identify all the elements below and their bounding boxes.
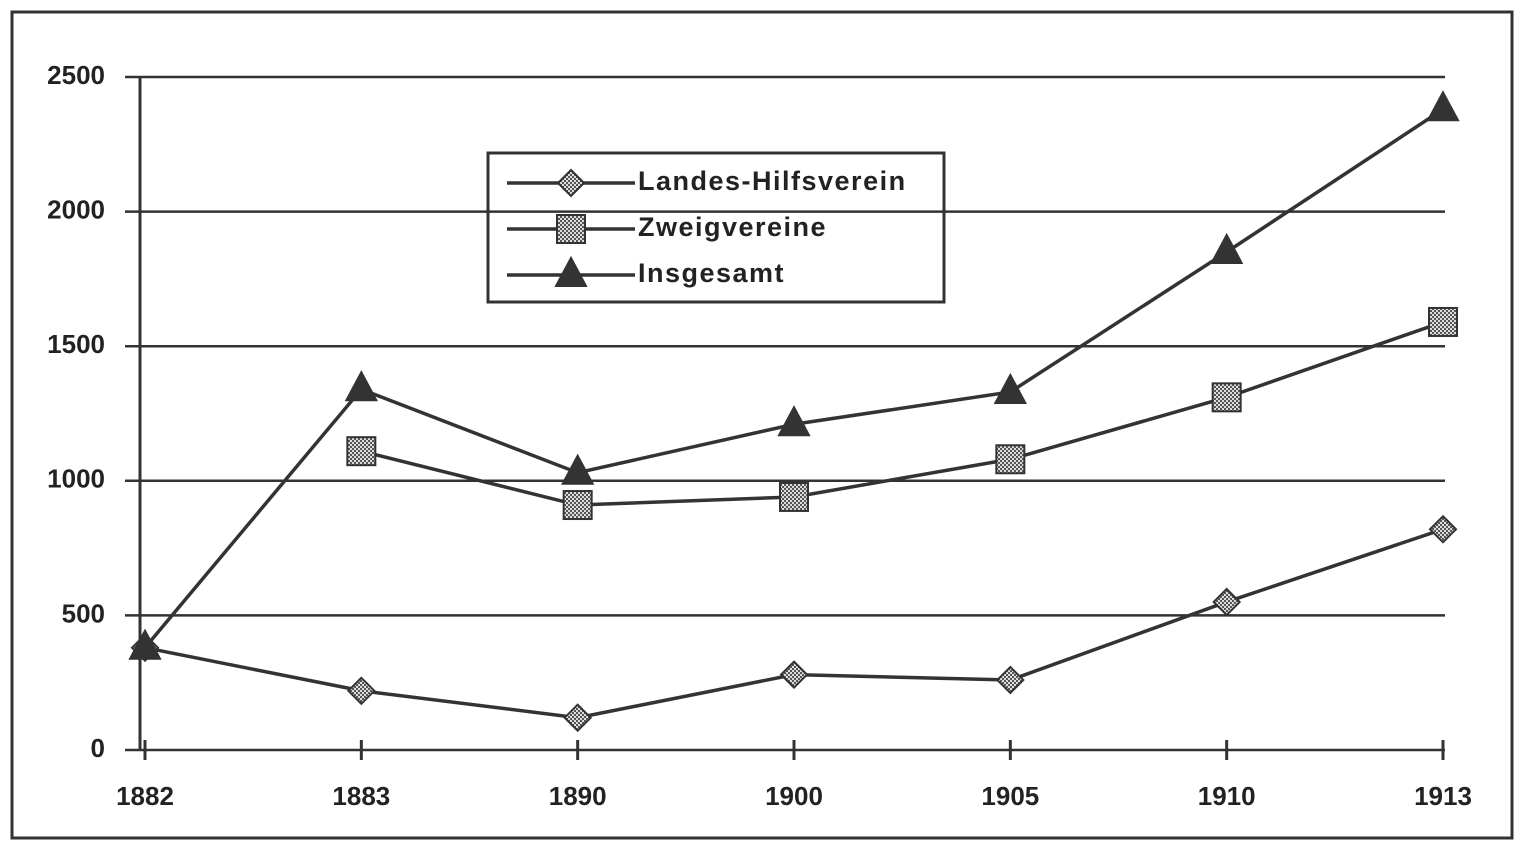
y-tick-label: 1500 [47,329,105,359]
marker [779,660,809,690]
legend-marker [556,214,586,244]
series-line [360,320,1444,507]
x-tick-label: 1910 [1198,781,1256,811]
marker [1209,232,1244,264]
y-tick-label: 0 [91,733,105,763]
x-tick-label: 1913 [1414,781,1472,811]
y-tick-label: 500 [62,598,105,628]
marker [563,703,593,733]
marker [562,490,593,521]
legend-marker [554,255,588,287]
y-tick-label: 2500 [47,60,105,90]
marker [993,372,1028,404]
marker [1428,514,1458,544]
marker [128,628,162,660]
marker [995,444,1026,475]
legend-label: Zweigvereine [638,212,827,242]
marker [1211,382,1242,413]
marker [777,405,811,437]
marker [1426,90,1460,122]
series-line [144,527,1444,720]
marker [344,370,379,402]
marker [1428,306,1458,337]
x-tick-label: 1883 [332,781,390,811]
legend-label: Landes-Hilfsverein [638,166,907,196]
marker [346,676,376,706]
x-tick-label: 1905 [981,781,1039,811]
frame [10,10,1514,840]
x-tick-label: 1882 [116,781,174,811]
y-tick-label: 1000 [47,464,105,494]
legend: Landes-Hilfsverein Zweigvereine Insgesamt [486,151,946,304]
marker [995,665,1025,695]
x-tick-label: 1890 [549,781,607,811]
legend-marker [556,168,586,198]
legend-label: Insgesamt [638,258,785,288]
marker [1212,587,1242,617]
marker [346,436,377,467]
y-tick-label: 2000 [47,194,105,224]
x-tick-label: 1900 [765,781,823,811]
marker [560,453,595,485]
marker [779,481,809,512]
